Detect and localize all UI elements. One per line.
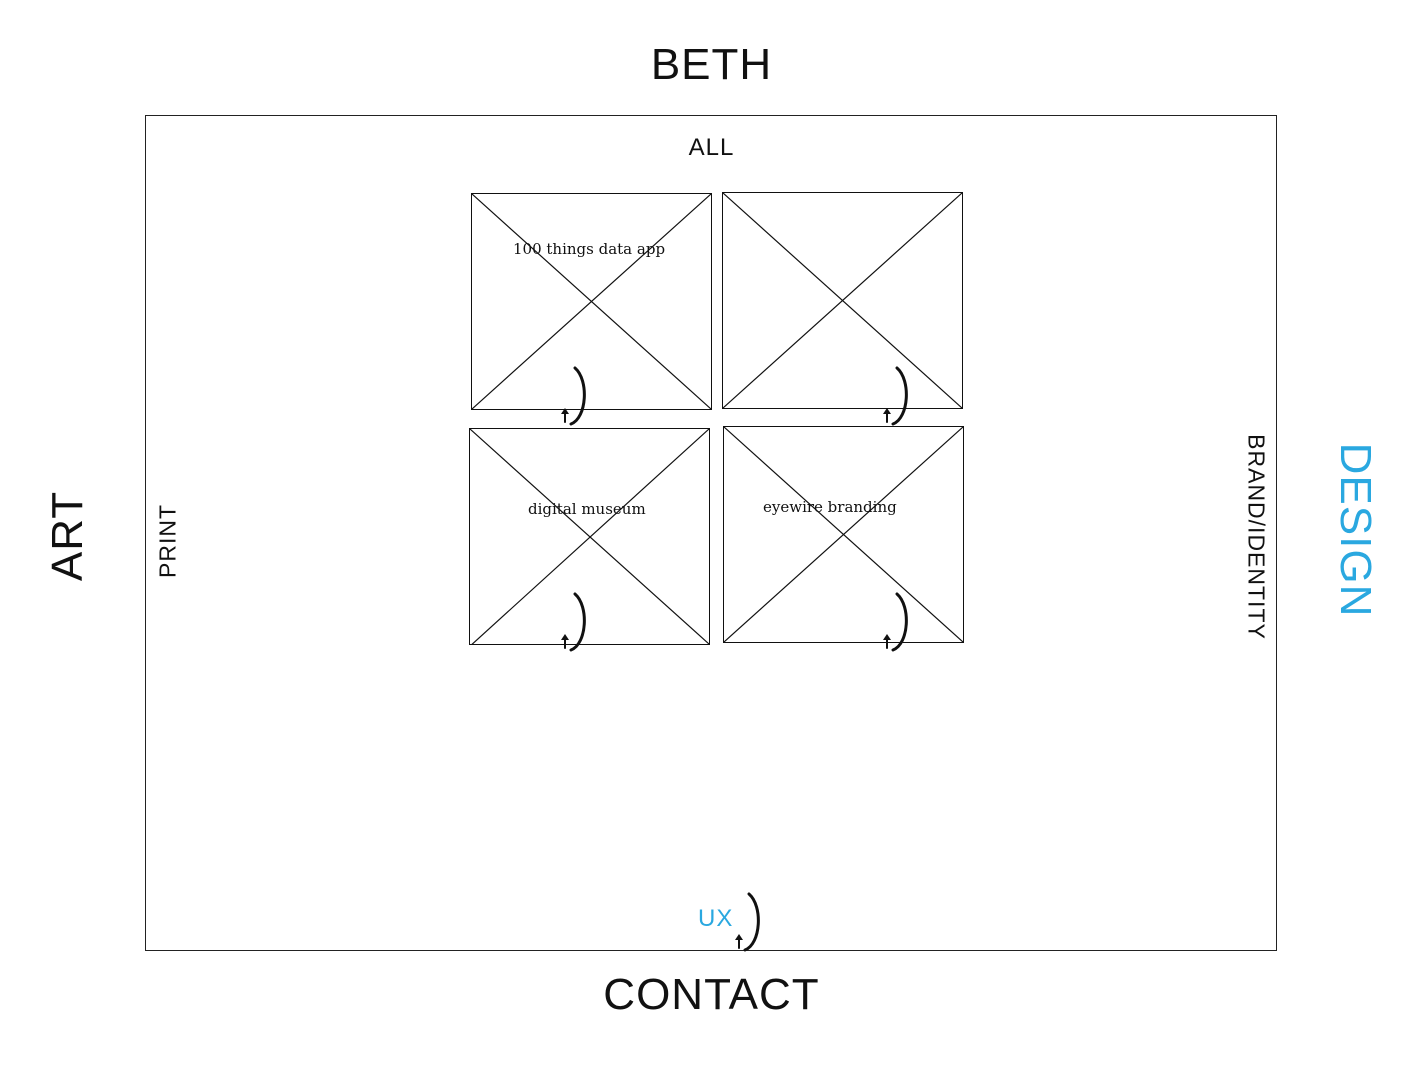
nav-art[interactable]: ART	[43, 490, 92, 582]
image-placeholder-icon	[724, 427, 963, 642]
filter-brand-identity[interactable]: BRAND/IDENTITY	[1243, 434, 1270, 640]
click-cursor-icon	[883, 366, 908, 426]
filter-ux[interactable]: UX	[698, 905, 734, 932]
project-title: digital museum	[528, 500, 646, 518]
nav-contact[interactable]: CONTACT	[603, 970, 820, 1019]
click-cursor-icon	[561, 592, 586, 652]
image-placeholder-icon	[470, 429, 709, 644]
image-placeholder-icon	[472, 194, 711, 409]
nav-design[interactable]: DESIGN	[1331, 442, 1380, 618]
project-title: eyewire branding	[763, 498, 897, 516]
nav-beth[interactable]: BETH	[650, 40, 773, 89]
project-tile-2[interactable]	[722, 192, 963, 409]
image-placeholder-icon	[723, 193, 962, 408]
content-frame	[145, 115, 1277, 951]
click-cursor-icon	[883, 592, 908, 652]
click-cursor-icon	[561, 366, 586, 426]
filter-all[interactable]: ALL	[688, 134, 735, 161]
filter-print[interactable]: PRINT	[154, 504, 181, 578]
project-tile-1[interactable]: 100 things data app	[471, 193, 712, 410]
project-title: 100 things data app	[513, 240, 666, 258]
click-cursor-icon	[735, 892, 760, 952]
project-tile-3[interactable]: digital museum	[469, 428, 710, 645]
project-tile-4[interactable]: eyewire branding	[723, 426, 964, 643]
